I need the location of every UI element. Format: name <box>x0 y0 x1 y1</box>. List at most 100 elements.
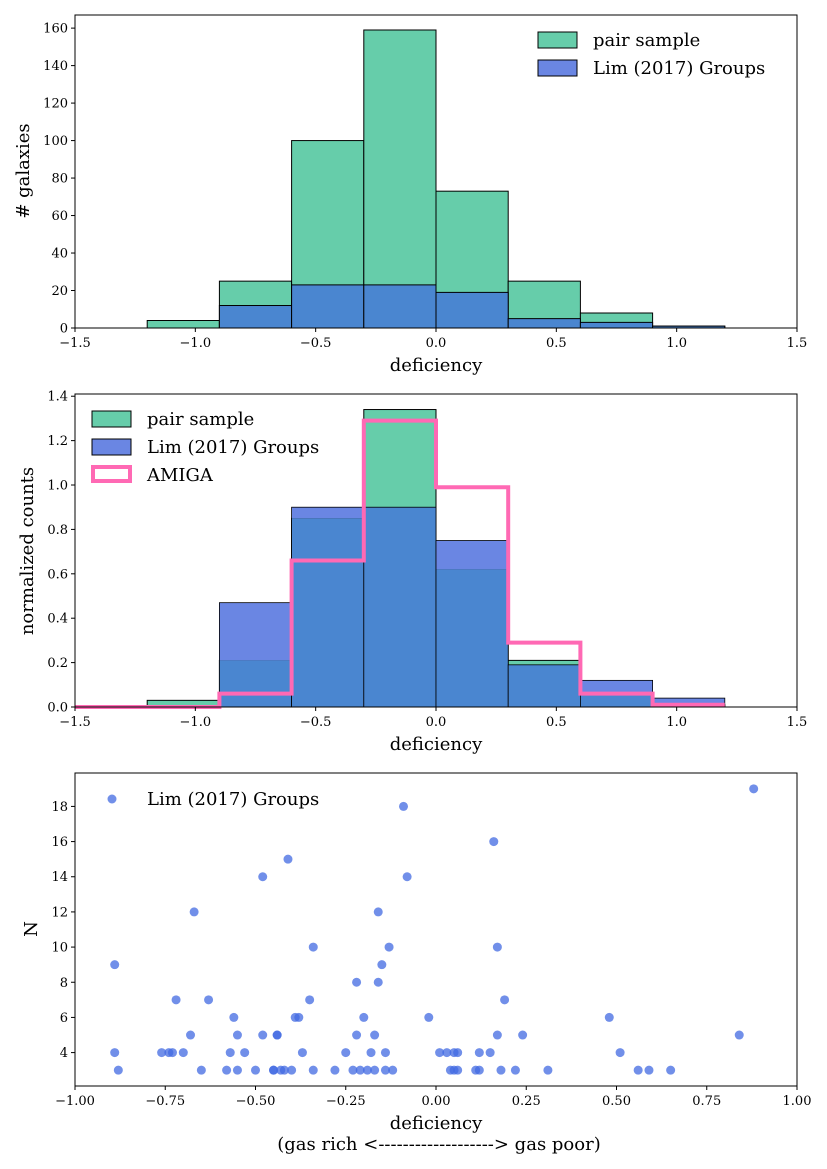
p1-y-tick-label: 160 <box>43 22 68 37</box>
scatter-point <box>500 995 510 1005</box>
scatter-point <box>287 1065 297 1075</box>
scatter-point <box>373 907 383 917</box>
scatter-point <box>355 1065 365 1075</box>
scatter-point <box>615 1048 625 1058</box>
p3-x-tick-label: 0.00 <box>422 1094 451 1109</box>
scatter-point <box>492 942 502 952</box>
scatter-point <box>435 1048 445 1058</box>
p2-x-tick-label: 1.5 <box>787 715 808 730</box>
scatter-point <box>348 1065 358 1075</box>
p1-x-tick-label: 0.5 <box>546 336 567 351</box>
scatter-point <box>232 1065 242 1075</box>
scatter-point <box>269 1065 279 1075</box>
scatter-point <box>543 1065 553 1075</box>
p1-y-tick-label: 40 <box>51 247 68 262</box>
p2-legend-label-amiga: AMIGA <box>146 465 214 486</box>
p2-y-tick-label: 1.0 <box>47 479 68 494</box>
scatter-point <box>453 1065 463 1075</box>
scatter-point <box>380 1048 390 1058</box>
histogram-panel-counts: −1.5 −1.0 −0.5 0.0 0.5 1.0 1.5 0 20 40 60 80 100 120… <box>13 14 808 376</box>
p3-x-tick-label: 1.00 <box>783 1094 812 1109</box>
scatter-point <box>666 1065 676 1075</box>
lim-groups-bar-excess <box>219 602 292 661</box>
scatter-point <box>110 1048 120 1058</box>
p3-y-axis-label: N <box>21 921 42 937</box>
p2-legend-swatch-lim <box>91 438 132 456</box>
p2-x-tick-label: 0.5 <box>546 715 567 730</box>
scatter-point <box>240 1048 250 1058</box>
p2-legend-swatch-pair <box>91 410 132 428</box>
p1-x-axis-label: deficiency <box>390 355 483 376</box>
scatter-point <box>489 837 499 847</box>
scatter-point <box>258 1030 268 1040</box>
scatter-point <box>272 1030 282 1040</box>
pair-sample-bar <box>363 29 437 329</box>
p2-y-tick-label: 1.4 <box>47 390 68 405</box>
p2-legend-label-pair: pair sample <box>147 409 254 430</box>
scatter-point <box>377 960 387 970</box>
scatter-point <box>178 1048 188 1058</box>
scatter-point <box>171 995 181 1005</box>
scatter-point <box>308 1065 318 1075</box>
p2-y-axis-label: normalized counts <box>17 467 38 635</box>
scatter-point <box>308 942 318 952</box>
p1-legend: pair sample Lim (2017) Groups <box>537 30 765 79</box>
scatter-point <box>196 1065 206 1075</box>
scatter-point <box>399 801 409 811</box>
p3-x-tick-label: 0.50 <box>602 1094 631 1109</box>
scatter-point <box>167 1048 177 1058</box>
scatter-point <box>373 977 383 987</box>
scatter-point <box>510 1065 520 1075</box>
lim-groups-bar-excess <box>652 698 725 705</box>
scatter-point <box>186 1030 196 1040</box>
scatter-point <box>251 1065 260 1075</box>
p2-legend-label-lim: Lim (2017) Groups <box>147 437 319 458</box>
p3-legend-marker <box>107 794 117 804</box>
lim-groups-bar-overlap <box>436 569 509 707</box>
lim-groups-bar-overlap <box>580 693 653 707</box>
scatter-point <box>297 1048 307 1058</box>
scatter-point <box>370 1065 380 1075</box>
p3-y-tick-label: 4 <box>60 1046 68 1061</box>
p3-y-tick-label: 6 <box>60 1011 68 1026</box>
p3-legend-label-lim: Lim (2017) Groups <box>147 789 319 810</box>
scatter-point <box>222 1065 232 1075</box>
lim-groups-bar-overlap <box>508 664 581 707</box>
p1-x-tick-label: −1.5 <box>59 336 91 351</box>
p1-y-tick-label: 0 <box>60 322 68 337</box>
lim-groups-bar-excess <box>436 540 509 570</box>
lim-groups-bar-overlap <box>291 518 364 707</box>
scatter-point <box>341 1048 351 1058</box>
lim-groups-bar <box>507 318 581 329</box>
scatter-point <box>749 784 759 794</box>
lim-groups-bar <box>579 321 654 329</box>
p2-y-tick-label: 0.0 <box>47 701 68 716</box>
scatter-point <box>362 1065 372 1075</box>
p3-x-tick-label: −1.00 <box>55 1094 95 1109</box>
p2-y-tick-label: 0.6 <box>47 567 68 582</box>
scatter-point <box>604 1012 614 1022</box>
scatter-point <box>157 1048 167 1058</box>
scatter-point <box>352 977 362 987</box>
scatter-point <box>110 960 120 970</box>
p3-x-axis-label: deficiency <box>390 1113 483 1134</box>
p1-y-axis-label: # galaxies <box>13 123 34 218</box>
scatter-point <box>305 995 315 1005</box>
histogram-panel-normalized: −1.5 −1.0 −0.5 0.0 0.5 1.0 1.5 0.0 0.2 0.4 0.6 0.8… <box>17 390 807 755</box>
p3-y-tick-label: 16 <box>51 835 68 850</box>
p2-y-tick-label: 1.2 <box>47 434 68 449</box>
scatter-point <box>734 1030 744 1040</box>
p3-x-tick-label: −0.75 <box>145 1094 185 1109</box>
pair-sample-bar <box>146 320 220 329</box>
p1-x-tick-label: 1.0 <box>666 336 687 351</box>
lim-groups-bar-excess <box>291 507 364 519</box>
p2-y-tick-label: 0.8 <box>47 523 68 538</box>
scatter-point <box>258 872 268 882</box>
p2-legend-swatch-amiga <box>91 465 132 483</box>
scatter-point <box>474 1048 484 1058</box>
p1-x-tick-label: 1.5 <box>787 336 808 351</box>
lim-groups-bar <box>218 305 293 329</box>
p3-x-tick-label: 0.75 <box>692 1094 721 1109</box>
p3-legend: Lim (2017) Groups <box>107 789 319 810</box>
p3-x-axis-sublabel: (gas rich <-------------------> gas poor… <box>277 1134 600 1155</box>
